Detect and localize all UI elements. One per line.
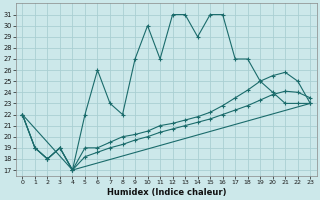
X-axis label: Humidex (Indice chaleur): Humidex (Indice chaleur) — [107, 188, 226, 197]
